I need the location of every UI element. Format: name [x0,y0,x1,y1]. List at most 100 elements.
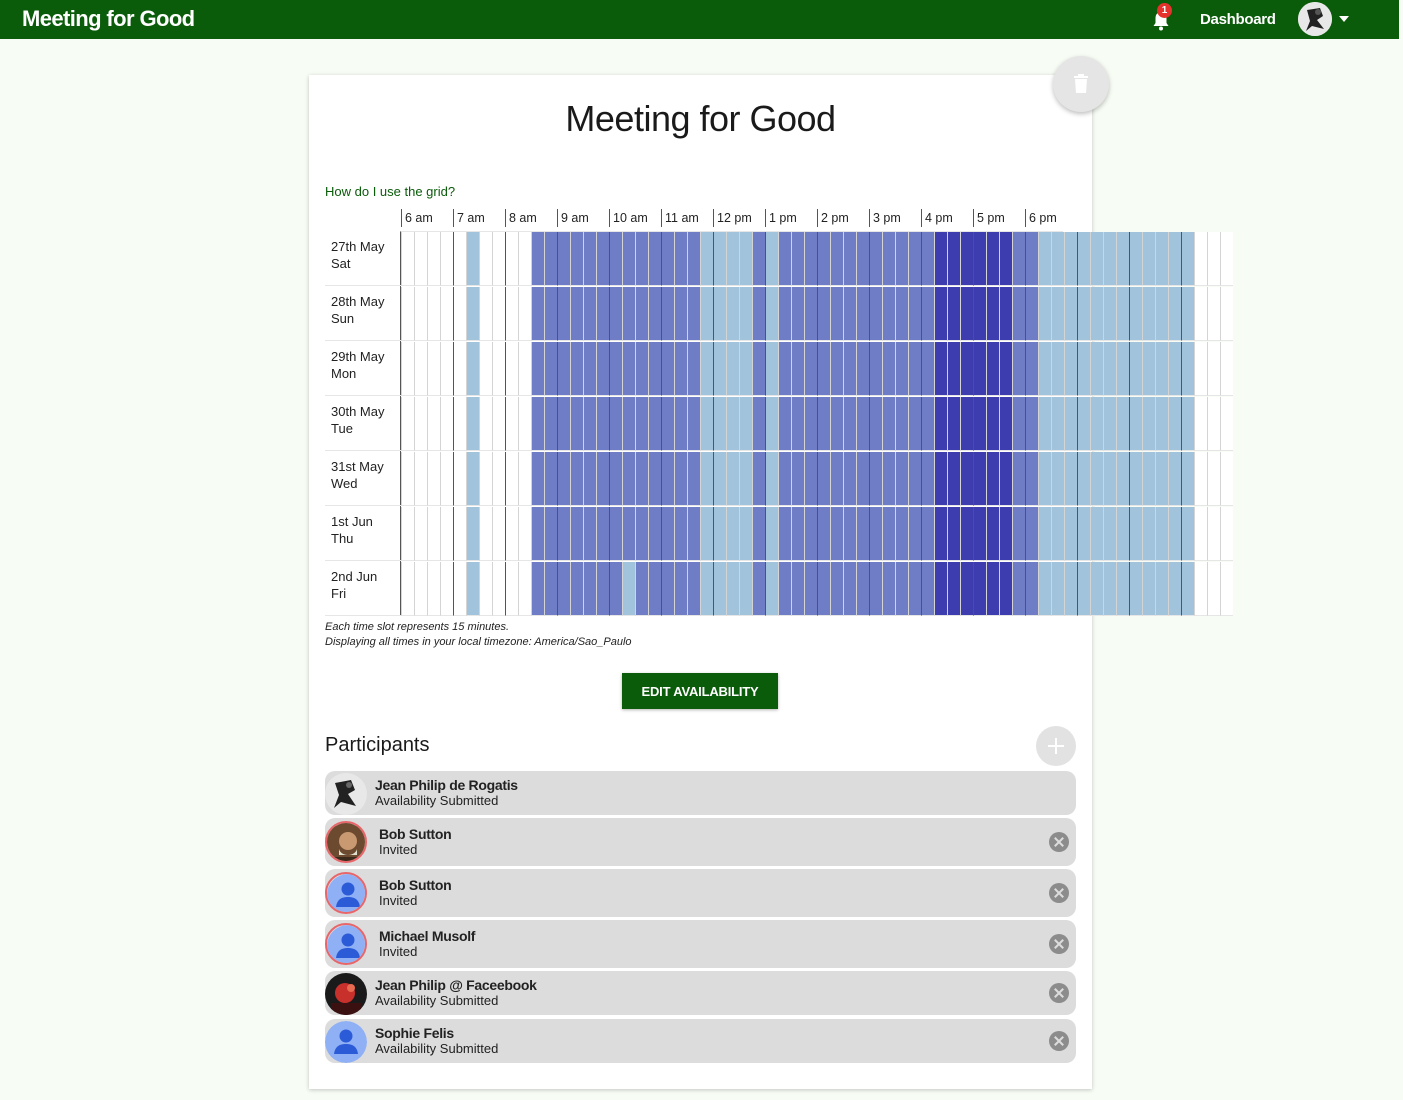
time-slot-cell[interactable] [947,342,960,396]
time-slot-cell[interactable] [1181,287,1194,341]
time-slot-cell[interactable] [479,287,492,341]
time-slot-cell[interactable] [453,397,466,451]
time-slot-cell[interactable] [492,452,505,506]
time-slot-cell[interactable] [609,232,622,286]
time-slot-cell[interactable] [856,452,869,506]
time-slot-cell[interactable] [440,232,453,286]
time-slot-cell[interactable] [492,562,505,616]
time-slot-cell[interactable] [1129,342,1142,396]
time-slot-cell[interactable] [791,232,804,286]
add-participant-button[interactable] [1036,726,1076,766]
time-slot-cell[interactable] [544,287,557,341]
time-slot-cell[interactable] [869,232,882,286]
time-slot-cell[interactable] [1155,452,1168,506]
time-slot-cell[interactable] [427,507,440,561]
time-slot-cell[interactable] [700,507,713,561]
time-slot-cell[interactable] [778,342,791,396]
time-slot-cell[interactable] [1155,562,1168,616]
time-slot-cell[interactable] [791,287,804,341]
time-slot-cell[interactable] [648,562,661,616]
time-slot-cell[interactable] [1064,342,1077,396]
remove-participant-icon[interactable] [1049,832,1069,852]
time-slot-cell[interactable] [934,342,947,396]
time-slot-cell[interactable] [908,232,921,286]
time-slot-cell[interactable] [544,507,557,561]
time-slot-cell[interactable] [492,232,505,286]
time-slot-cell[interactable] [843,452,856,506]
user-avatar[interactable] [1298,2,1332,36]
time-slot-cell[interactable] [895,342,908,396]
time-slot-cell[interactable] [1194,342,1207,396]
time-slot-cell[interactable] [739,397,752,451]
time-slot-cell[interactable] [739,287,752,341]
time-slot-cell[interactable] [674,507,687,561]
time-slot-cell[interactable] [557,507,570,561]
time-slot-cell[interactable] [1116,342,1129,396]
time-slot-cell[interactable] [843,507,856,561]
time-slot-cell[interactable] [414,287,427,341]
time-slot-cell[interactable] [999,507,1012,561]
time-slot-cell[interactable] [661,232,674,286]
time-slot-cell[interactable] [804,452,817,506]
time-slot-cell[interactable] [700,452,713,506]
time-slot-cell[interactable] [1090,452,1103,506]
time-slot-cell[interactable] [596,397,609,451]
time-slot-cell[interactable] [596,507,609,561]
time-slot-cell[interactable] [713,562,726,616]
time-slot-cell[interactable] [401,562,414,616]
time-slot-cell[interactable] [882,287,895,341]
time-slot-cell[interactable] [557,287,570,341]
time-slot-cell[interactable] [986,562,999,616]
time-slot-cell[interactable] [1090,287,1103,341]
time-slot-cell[interactable] [921,452,934,506]
time-slot-cell[interactable] [869,342,882,396]
time-slot-cell[interactable] [596,287,609,341]
time-slot-cell[interactable] [1129,562,1142,616]
time-slot-cell[interactable] [1012,342,1025,396]
time-slot-cell[interactable] [726,452,739,506]
time-slot-cell[interactable] [674,397,687,451]
time-slot-cell[interactable] [973,342,986,396]
time-slot-cell[interactable] [986,507,999,561]
time-slot-cell[interactable] [1129,232,1142,286]
time-slot-cell[interactable] [1064,562,1077,616]
time-slot-cell[interactable] [765,287,778,341]
time-slot-cell[interactable] [843,562,856,616]
time-slot-cell[interactable] [869,287,882,341]
time-slot-cell[interactable] [713,232,726,286]
time-slot-cell[interactable] [1064,397,1077,451]
time-slot-cell[interactable] [427,287,440,341]
time-slot-cell[interactable] [1038,397,1051,451]
time-slot-cell[interactable] [986,452,999,506]
time-slot-cell[interactable] [505,562,518,616]
time-slot-cell[interactable] [700,397,713,451]
time-slot-cell[interactable] [1155,507,1168,561]
time-slot-cell[interactable] [882,452,895,506]
time-slot-cell[interactable] [414,452,427,506]
time-slot-cell[interactable] [609,287,622,341]
time-slot-cell[interactable] [1155,232,1168,286]
time-slot-cell[interactable] [752,452,765,506]
time-slot-cell[interactable] [752,397,765,451]
time-slot-cell[interactable] [804,287,817,341]
time-slot-cell[interactable] [557,232,570,286]
time-slot-cell[interactable] [830,397,843,451]
time-slot-cell[interactable] [622,342,635,396]
time-slot-cell[interactable] [427,562,440,616]
time-slot-cell[interactable] [869,562,882,616]
time-slot-cell[interactable] [505,507,518,561]
time-slot-cell[interactable] [687,232,700,286]
time-slot-cell[interactable] [557,452,570,506]
time-slot-cell[interactable] [843,342,856,396]
time-slot-cell[interactable] [999,452,1012,506]
time-slot-cell[interactable] [531,287,544,341]
time-slot-cell[interactable] [401,452,414,506]
time-slot-cell[interactable] [947,562,960,616]
time-slot-cell[interactable] [960,342,973,396]
time-slot-cell[interactable] [1168,232,1181,286]
time-slot-cell[interactable] [908,562,921,616]
time-slot-cell[interactable] [1142,287,1155,341]
time-slot-cell[interactable] [700,287,713,341]
time-slot-cell[interactable] [1025,397,1038,451]
time-slot-cell[interactable] [583,507,596,561]
